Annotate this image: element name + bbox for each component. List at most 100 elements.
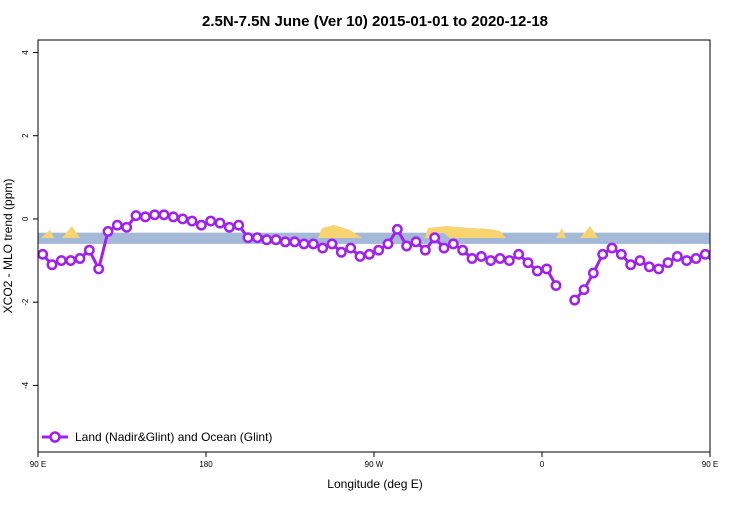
data-point [391, 223, 403, 235]
data-point [606, 242, 618, 254]
ocean-band [38, 232, 710, 244]
series-layer [38, 209, 710, 306]
data-point [307, 238, 319, 250]
data-point [615, 248, 627, 260]
data-point [503, 255, 515, 267]
data-point [335, 246, 347, 258]
data-point [242, 232, 254, 244]
y-axis: 4 2 0 -2 -4 [21, 50, 38, 389]
data-point [195, 219, 207, 231]
data-point [681, 255, 693, 267]
x-tick-label: 90 W [365, 460, 384, 469]
data-point [65, 255, 77, 267]
data-point [475, 250, 487, 262]
y-tick-label: 2 [21, 133, 30, 138]
data-point [485, 255, 497, 267]
data-point [214, 217, 226, 229]
data-point [382, 238, 394, 250]
y-tick-label: 0 [21, 216, 30, 221]
data-point [83, 244, 95, 256]
land-silhouette [556, 228, 566, 238]
data-point [429, 232, 441, 244]
data-point [46, 259, 58, 271]
data-point [466, 253, 478, 264]
data-point [373, 244, 385, 256]
legend-marker [49, 431, 61, 443]
data-point [270, 234, 282, 246]
data-point [345, 242, 357, 254]
data-point [177, 213, 189, 225]
land-silhouette [318, 225, 362, 238]
data-point [130, 210, 142, 222]
data-point [354, 250, 366, 262]
y-tick-label: -2 [21, 298, 30, 306]
data-point [289, 236, 301, 248]
series-line [573, 246, 710, 302]
data-point [522, 257, 534, 269]
data-point [513, 248, 525, 260]
data-point [167, 211, 179, 223]
data-point [326, 238, 338, 250]
data-point [550, 280, 562, 291]
data-point [149, 209, 161, 221]
data-point [690, 253, 702, 264]
data-point [93, 263, 105, 275]
x-tick-label: 180 [199, 460, 213, 469]
data-point [438, 242, 450, 254]
data-point [38, 248, 49, 260]
data-point [662, 257, 674, 269]
data-point [279, 236, 291, 248]
data-point [363, 248, 375, 260]
y-tick-label: 4 [21, 50, 30, 55]
data-point [699, 248, 710, 260]
data-point [121, 221, 133, 233]
data-point [74, 253, 86, 264]
data-point [419, 244, 431, 256]
land-silhouette [425, 226, 506, 238]
data-point [457, 244, 469, 256]
data-point [317, 242, 329, 254]
legend: Land (Nadir&Glint) and Ocean (Glint) [42, 430, 272, 444]
data-point [671, 250, 683, 262]
data-point [587, 267, 599, 279]
data-point [578, 284, 590, 296]
data-point [298, 238, 310, 250]
data-point [223, 221, 235, 233]
data-point [643, 261, 655, 273]
land-silhouette [41, 230, 54, 238]
data-point [261, 234, 273, 246]
x-tick-label: 0 [540, 460, 545, 469]
chart-title: 2.5N-7.5N June (Ver 10) 2015-01-01 to 20… [202, 13, 548, 30]
x-axis-label: Longitude (deg E) [327, 477, 422, 491]
data-point [531, 265, 543, 277]
data-point [625, 259, 637, 271]
land-silhouette [580, 226, 598, 238]
data-point [597, 248, 609, 260]
data-point [158, 209, 170, 221]
data-point [55, 255, 67, 267]
x-tick-label: 90 E [702, 460, 718, 469]
x-tick-label: 90 E [30, 460, 46, 469]
data-point [634, 255, 646, 267]
data-point [205, 215, 217, 227]
land-silhouette [62, 226, 80, 238]
data-point [541, 263, 553, 275]
data-point [410, 236, 422, 248]
x-axis: 90 E 180 90 W 0 90 E [30, 452, 718, 469]
y-tick-label: -4 [21, 381, 30, 389]
data-point [102, 225, 114, 237]
y-axis-label: XCO2 - MLO trend (ppm) [1, 179, 15, 314]
data-point [401, 240, 413, 252]
data-point [494, 253, 506, 264]
data-point [139, 211, 151, 223]
data-point [251, 232, 263, 244]
data-point [569, 294, 581, 306]
legend-label: Land (Nadir&Glint) and Ocean (Glint) [75, 430, 272, 444]
data-point [111, 219, 123, 231]
data-point [233, 219, 245, 231]
background-band [38, 225, 710, 244]
data-point [186, 215, 198, 227]
data-point [447, 238, 459, 250]
